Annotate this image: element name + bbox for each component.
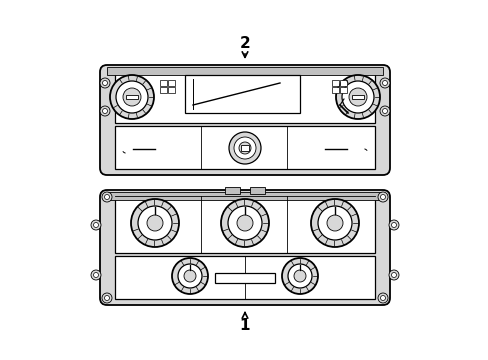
Circle shape xyxy=(287,264,311,288)
Bar xyxy=(241,145,248,151)
Circle shape xyxy=(100,106,110,116)
Circle shape xyxy=(93,273,98,278)
Circle shape xyxy=(172,258,207,294)
Circle shape xyxy=(341,81,373,113)
Circle shape xyxy=(282,258,317,294)
Circle shape xyxy=(382,81,386,85)
Bar xyxy=(115,196,374,253)
Circle shape xyxy=(102,192,112,202)
Circle shape xyxy=(380,296,385,301)
Bar xyxy=(160,87,167,93)
Bar xyxy=(168,87,175,93)
Bar xyxy=(115,126,374,169)
Circle shape xyxy=(110,75,154,119)
Circle shape xyxy=(326,215,342,231)
Bar xyxy=(184,75,299,113)
Circle shape xyxy=(91,220,101,230)
Circle shape xyxy=(102,293,112,303)
Text: 1: 1 xyxy=(239,318,250,333)
Circle shape xyxy=(348,88,366,106)
Circle shape xyxy=(237,215,252,231)
Circle shape xyxy=(138,206,172,240)
Circle shape xyxy=(379,106,389,116)
Circle shape xyxy=(377,192,387,202)
Circle shape xyxy=(131,199,179,247)
Circle shape xyxy=(380,194,385,199)
Circle shape xyxy=(147,215,163,231)
Bar xyxy=(331,87,338,93)
Bar xyxy=(115,71,374,123)
FancyBboxPatch shape xyxy=(100,190,389,305)
Circle shape xyxy=(388,220,398,230)
Bar xyxy=(339,87,346,93)
Circle shape xyxy=(388,270,398,280)
Circle shape xyxy=(379,78,389,88)
Bar xyxy=(107,192,382,200)
Circle shape xyxy=(178,264,202,288)
Circle shape xyxy=(293,270,305,282)
Circle shape xyxy=(93,222,98,228)
Circle shape xyxy=(227,206,262,240)
Bar xyxy=(351,95,363,99)
Circle shape xyxy=(100,78,110,88)
Circle shape xyxy=(102,81,107,85)
Circle shape xyxy=(102,108,107,113)
Bar xyxy=(224,187,240,194)
Circle shape xyxy=(317,206,351,240)
Circle shape xyxy=(91,270,101,280)
Bar xyxy=(339,80,346,86)
Bar xyxy=(215,273,274,283)
Bar xyxy=(107,67,382,75)
Circle shape xyxy=(391,273,396,278)
Circle shape xyxy=(377,293,387,303)
Circle shape xyxy=(104,194,109,199)
Bar xyxy=(331,80,338,86)
Bar xyxy=(168,80,175,86)
Circle shape xyxy=(310,199,358,247)
Bar xyxy=(249,187,264,194)
Circle shape xyxy=(234,137,256,159)
Circle shape xyxy=(116,81,148,113)
Circle shape xyxy=(335,75,379,119)
FancyBboxPatch shape xyxy=(100,65,389,175)
Circle shape xyxy=(239,142,250,154)
Circle shape xyxy=(221,199,268,247)
Bar xyxy=(115,256,374,299)
Circle shape xyxy=(104,296,109,301)
Bar xyxy=(126,95,138,99)
Text: 2: 2 xyxy=(239,36,250,50)
Circle shape xyxy=(391,222,396,228)
Circle shape xyxy=(183,270,196,282)
Bar xyxy=(160,80,167,86)
Circle shape xyxy=(382,108,386,113)
Circle shape xyxy=(123,88,141,106)
Circle shape xyxy=(228,132,261,164)
